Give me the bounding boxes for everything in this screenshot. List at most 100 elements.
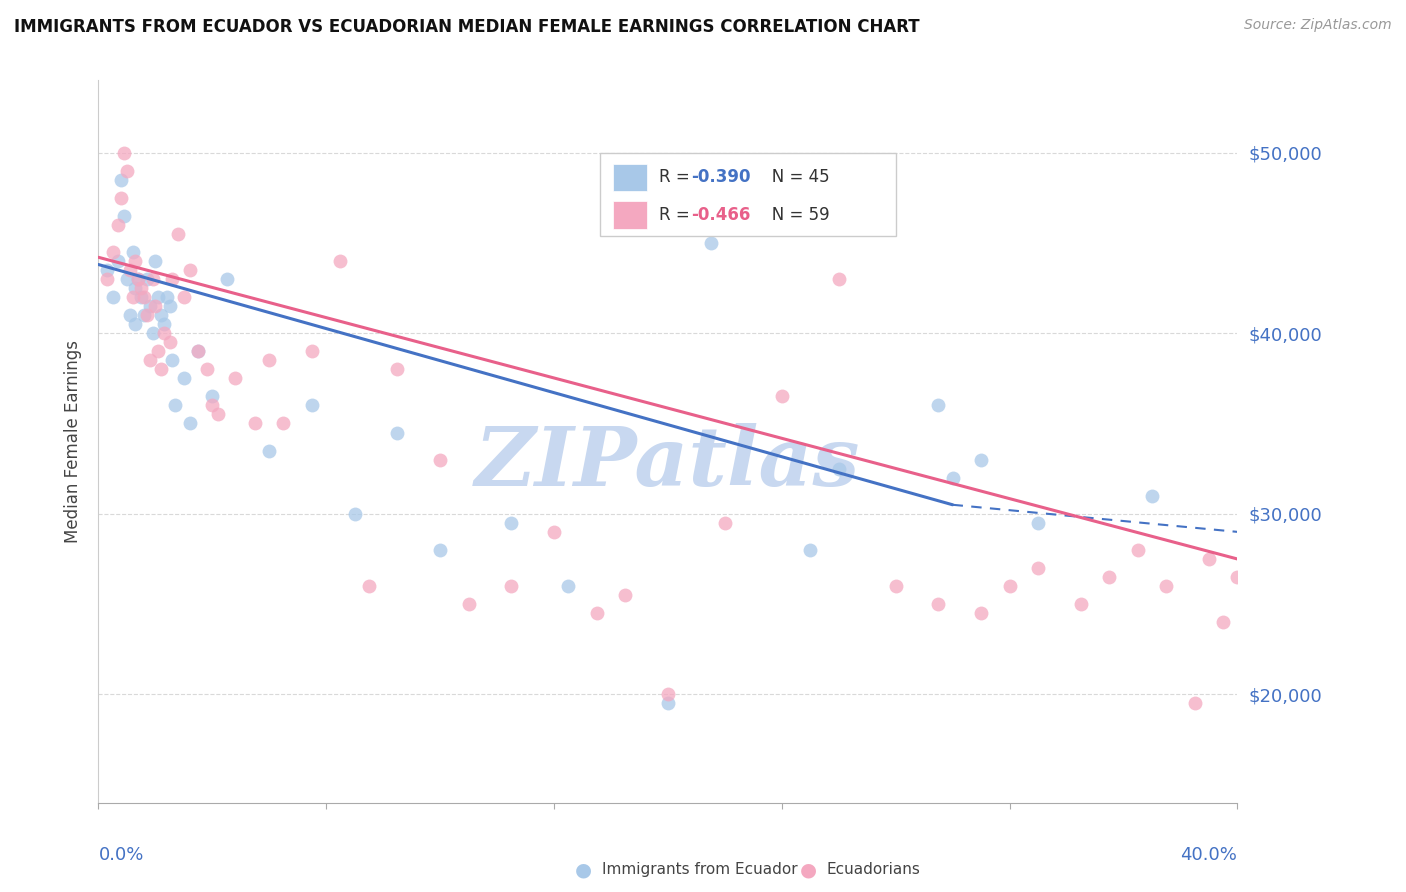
Point (970, 452, 993, 467)
Point (1126, 542, 1149, 557)
Point (138, 299, 160, 313)
FancyBboxPatch shape (599, 153, 896, 235)
Text: N = 45: N = 45 (755, 169, 830, 186)
Point (1154, 579, 1177, 593)
Point (112, 209, 135, 223)
Point (179, 263, 201, 277)
Point (173, 290, 195, 304)
Point (201, 389, 224, 403)
Point (124, 317, 146, 331)
Point (195, 362, 218, 376)
Point (942, 471, 965, 485)
Point (115, 272, 138, 286)
Point (884, 579, 907, 593)
Point (657, 697, 679, 711)
Point (107, 253, 129, 268)
Point (150, 362, 173, 376)
Text: Immigrants from Ecuador: Immigrants from Ecuador (602, 863, 797, 877)
Point (224, 371, 246, 385)
Point (187, 344, 209, 359)
Point (1198, 552, 1220, 566)
Point (301, 344, 323, 359)
Point (927, 398, 949, 412)
Point (107, 218, 129, 232)
Bar (613, 201, 647, 228)
Point (657, 687, 679, 701)
Point (927, 597, 949, 611)
Text: 0.0%: 0.0% (98, 847, 143, 864)
Point (141, 272, 163, 286)
Point (162, 272, 184, 286)
Point (187, 344, 209, 359)
Point (153, 317, 176, 331)
Point (357, 579, 380, 593)
Point (121, 244, 143, 259)
Point (124, 281, 146, 295)
Text: ●: ● (575, 860, 592, 880)
Point (714, 516, 737, 530)
Point (101, 290, 124, 304)
Point (145, 299, 167, 313)
Point (301, 398, 323, 412)
Point (96, 263, 118, 277)
Point (138, 353, 160, 368)
Point (124, 253, 146, 268)
Point (329, 253, 352, 268)
Point (243, 417, 266, 431)
Point (557, 579, 579, 593)
Point (153, 326, 176, 341)
Point (167, 227, 190, 241)
Point (387, 425, 409, 440)
Point (145, 253, 167, 268)
Point (273, 417, 295, 431)
Point (543, 524, 565, 539)
Point (207, 408, 229, 422)
Point (501, 579, 523, 593)
Text: ZIPatlas: ZIPatlas (475, 423, 860, 503)
Text: Source: ZipAtlas.com: Source: ZipAtlas.com (1244, 18, 1392, 32)
Point (173, 371, 195, 385)
Point (179, 417, 201, 431)
Bar (613, 164, 647, 191)
Point (770, 389, 793, 403)
Text: R =: R = (659, 206, 695, 224)
Point (699, 235, 721, 250)
Point (429, 542, 451, 557)
Point (148, 290, 170, 304)
Point (121, 290, 143, 304)
Point (828, 272, 851, 286)
Point (118, 308, 141, 322)
Point (101, 244, 124, 259)
Point (828, 461, 851, 475)
Point (132, 290, 155, 304)
Text: R =: R = (659, 169, 695, 186)
Point (1184, 697, 1206, 711)
Point (259, 443, 281, 458)
Point (159, 299, 181, 313)
Text: N = 59: N = 59 (755, 206, 830, 224)
Point (127, 272, 149, 286)
Text: -0.390: -0.390 (690, 169, 751, 186)
Point (112, 145, 135, 160)
Point (132, 308, 155, 322)
Point (215, 272, 238, 286)
Point (259, 353, 281, 368)
Point (998, 579, 1021, 593)
Text: IMMIGRANTS FROM ECUADOR VS ECUADORIAN MEDIAN FEMALE EARNINGS CORRELATION CHART: IMMIGRANTS FROM ECUADOR VS ECUADORIAN ME… (14, 18, 920, 36)
Text: -0.466: -0.466 (690, 206, 749, 224)
Point (585, 606, 607, 620)
Y-axis label: Median Female Earnings: Median Female Earnings (63, 340, 82, 543)
Point (135, 308, 157, 322)
Point (115, 163, 138, 178)
Point (387, 362, 409, 376)
Point (165, 398, 187, 412)
Point (129, 290, 152, 304)
Text: ●: ● (800, 860, 817, 880)
Point (162, 353, 184, 368)
Point (1226, 570, 1249, 584)
Point (343, 507, 366, 521)
Point (135, 272, 157, 286)
Point (970, 606, 993, 620)
Point (1212, 615, 1234, 630)
Point (501, 516, 523, 530)
